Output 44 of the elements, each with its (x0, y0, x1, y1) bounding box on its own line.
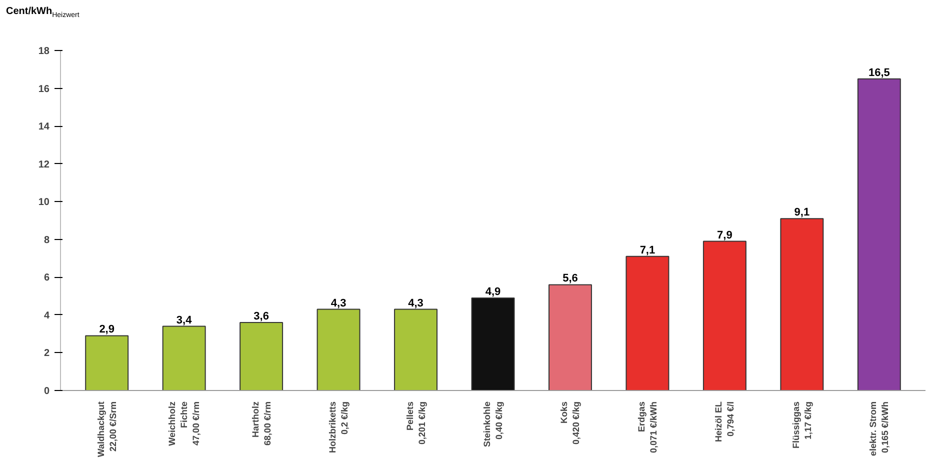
bar (857, 78, 901, 390)
data-label: 4,3 (408, 297, 424, 310)
y-tick-label: 8 (44, 234, 50, 246)
data-label: 16,5 (868, 66, 890, 79)
x-tick-label: Koks 0,420 €/kg (559, 401, 582, 445)
x-tick-label: Weichholz Fichte 47,00 €/rm (167, 401, 202, 446)
bar (548, 284, 592, 390)
data-label: 3,6 (254, 310, 269, 322)
y-tick-label: 2 (44, 348, 50, 360)
bar (85, 335, 129, 390)
bar (316, 308, 360, 390)
x-tick-label: Hartholz 68,00 €/rm (250, 401, 272, 446)
y-tick-label: 10 (38, 197, 50, 208)
y-axis-title: Cent/kWh$_{Heizwert}$ (6, 5, 80, 21)
x-tick-label: Heizöl EL 0,794 €/l (714, 401, 736, 442)
x-tick-label: Flüssiggas 1,17 €/kg (790, 401, 813, 449)
x-tick-label: Pellets 0,201 €/kg (404, 401, 427, 445)
bar (780, 218, 824, 390)
y-tick-label: 14 (38, 122, 50, 133)
y-tick-label: 12 (38, 159, 50, 170)
data-label: 2,9 (99, 324, 114, 336)
x-tick-label: Erdgas 0,071 €/kWh (636, 401, 658, 454)
bar (702, 240, 746, 390)
x-tick-label: Waldhackgut 22,00 €/Srm (96, 401, 118, 458)
data-label: 7,1 (640, 244, 656, 256)
y-tick-label: 16 (38, 84, 50, 95)
data-label: 5,6 (562, 272, 578, 285)
y-tick-label: 0 (44, 386, 50, 397)
bar (626, 256, 670, 390)
bar (394, 308, 438, 390)
data-label: 4,9 (485, 286, 501, 298)
data-label: 4,3 (330, 297, 346, 310)
data-label: 3,4 (176, 314, 193, 326)
bar (162, 326, 206, 390)
x-tick-label: elektr. Strom 0,165 €/kWh (868, 401, 890, 456)
data-label: 7,9 (717, 229, 732, 242)
y-tick-label: 18 (38, 46, 50, 57)
bar (240, 322, 284, 390)
y-tick-label: 6 (44, 272, 50, 284)
x-tick-label: Steinkohle 0,40 €/kg (482, 401, 504, 448)
y-tick-label: 4 (44, 310, 50, 322)
bar (471, 297, 515, 390)
data-label: 9,1 (794, 206, 810, 219)
x-tick-label: Holzbriketts 0,2 €/kg (328, 401, 350, 454)
